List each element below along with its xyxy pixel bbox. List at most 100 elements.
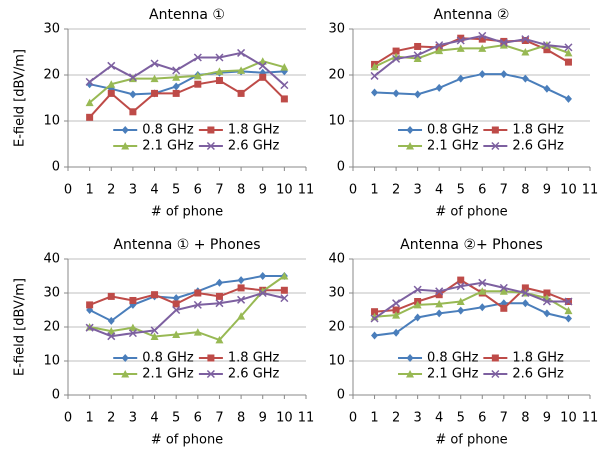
x-tick-label: 4	[435, 183, 443, 198]
legend-label: 2.6 GHz	[512, 367, 564, 382]
x-tick-label: 0	[64, 411, 72, 426]
marker	[172, 305, 181, 315]
marker	[206, 141, 215, 151]
marker	[413, 54, 422, 62]
x-tick-label: 6	[194, 411, 202, 426]
y-tick-label: 10	[43, 354, 60, 369]
marker	[237, 295, 246, 304]
x-tick-label: 4	[435, 411, 443, 426]
series-line	[89, 51, 286, 86]
marker	[543, 289, 551, 297]
marker	[456, 282, 465, 291]
marker	[456, 297, 465, 305]
x-tick-label: 4	[150, 411, 158, 426]
marker	[435, 291, 443, 299]
marker	[499, 287, 508, 295]
marker	[370, 312, 379, 321]
marker	[107, 332, 116, 341]
x-tick-label: 7	[500, 411, 508, 426]
marker	[128, 73, 137, 82]
legend-label: 1.8 GHz	[228, 351, 280, 366]
marker	[150, 74, 159, 83]
x-tick-label: 7	[215, 411, 223, 426]
chart-title: Antenna ②+ Phones	[400, 237, 543, 253]
legend-label: 0.8 GHz	[142, 123, 194, 138]
marker	[86, 80, 94, 89]
marker	[392, 306, 400, 314]
marker	[193, 300, 202, 309]
y-tick-label: 0	[337, 160, 345, 175]
marker	[406, 370, 415, 378]
marker	[521, 74, 529, 83]
x-tick-label: 5	[172, 183, 180, 198]
marker	[457, 306, 465, 315]
legend-label: 2.1 GHz	[427, 139, 479, 154]
marker	[543, 309, 551, 318]
marker	[86, 113, 94, 121]
x-tick-label: 10	[560, 411, 577, 426]
x-tick-label: 1	[85, 411, 93, 426]
marker	[237, 89, 245, 97]
x-tick-label: 0	[349, 411, 357, 426]
marker	[215, 77, 223, 85]
marker	[280, 272, 289, 280]
x-tick-label: 6	[478, 183, 486, 198]
marker	[172, 89, 180, 97]
y-tick-label: 30	[43, 286, 60, 301]
marker	[564, 58, 572, 66]
marker	[414, 313, 422, 322]
x-tick-label: 10	[560, 183, 577, 198]
marker	[521, 48, 530, 56]
x-tick-label: 10	[276, 183, 293, 198]
marker	[435, 46, 444, 55]
legend-label: 2.1 GHz	[142, 139, 194, 154]
series-line	[89, 286, 285, 306]
y-tick-label: 0	[52, 388, 60, 403]
marker	[215, 292, 223, 300]
x-tick-label: 11	[298, 183, 315, 198]
marker	[107, 89, 115, 97]
marker	[194, 289, 202, 297]
marker	[543, 46, 551, 54]
x-tick-label: 8	[237, 411, 245, 426]
series-line	[89, 291, 285, 338]
marker	[280, 95, 288, 103]
x-tick-label: 8	[521, 411, 529, 426]
marker	[280, 294, 289, 303]
x-tick-label: 5	[457, 411, 465, 426]
marker	[129, 296, 137, 304]
x-tick-label: 11	[298, 411, 315, 426]
marker	[491, 354, 499, 362]
marker	[121, 126, 129, 134]
marker	[478, 44, 487, 52]
x-axis-label: # of phone	[435, 433, 507, 448]
x-tick-label: 4	[150, 183, 158, 198]
marker	[237, 312, 246, 320]
series-line	[373, 34, 569, 77]
x-tick-label: 9	[543, 183, 551, 198]
marker	[478, 31, 487, 40]
marker	[129, 90, 137, 99]
marker	[491, 369, 500, 379]
chart-title: Antenna ②	[434, 7, 510, 23]
marker	[392, 47, 400, 55]
marker	[193, 53, 202, 62]
marker	[107, 292, 115, 300]
marker	[215, 299, 224, 308]
marker	[237, 284, 245, 292]
legend-label: 2.6 GHz	[512, 139, 564, 154]
x-axis-label: # of phone	[151, 433, 223, 448]
marker	[280, 286, 288, 294]
marker	[151, 291, 159, 299]
x-tick-label: 11	[582, 411, 599, 426]
x-tick-label: 7	[215, 183, 223, 198]
marker	[457, 276, 465, 284]
marker	[435, 287, 444, 296]
x-axis-label: # of phone	[435, 205, 507, 220]
marker	[258, 61, 267, 70]
marker	[150, 59, 159, 68]
marker	[172, 330, 181, 338]
marker	[107, 316, 115, 325]
legend-label: 0.8 GHz	[142, 351, 194, 366]
marker	[456, 44, 465, 52]
